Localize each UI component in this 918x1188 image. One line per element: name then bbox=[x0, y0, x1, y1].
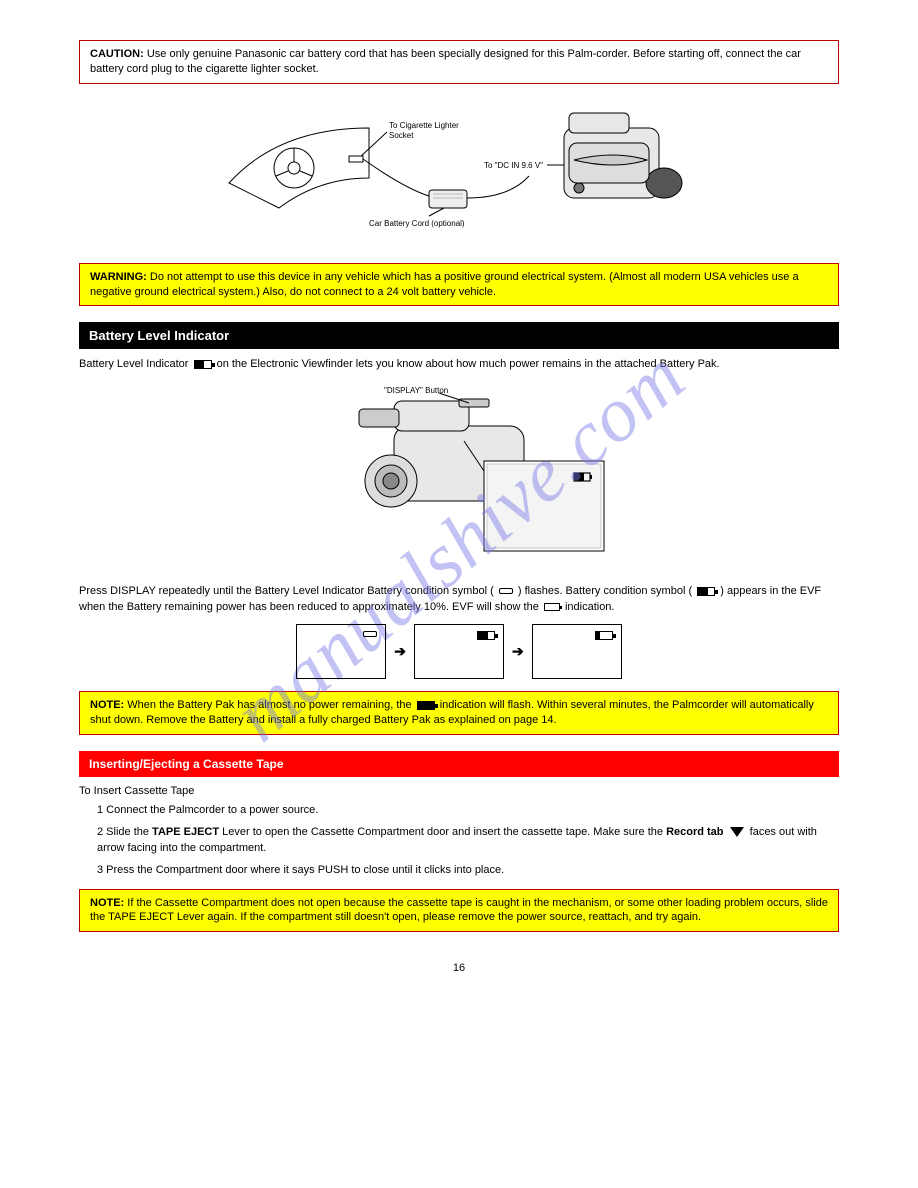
fig1-dcin-label: To "DC IN 9.6 V" bbox=[484, 161, 543, 170]
cassette-insert-head: To Insert Cassette Tape bbox=[79, 785, 839, 797]
press-display-text: Press DISPLAY repeatedly until the Batte… bbox=[79, 584, 839, 616]
seq-arrow-2: ➔ bbox=[512, 643, 524, 660]
car-caution-text: Use only genuine Panasonic car battery c… bbox=[90, 48, 801, 75]
seq-arrow-1: ➔ bbox=[394, 643, 406, 660]
cassette-note-label: NOTE: bbox=[90, 897, 124, 909]
figure-car-cord: To Cigarette Lighter Socket Car Battery … bbox=[79, 98, 839, 253]
battery-intro: Battery Level Indicator on the Electroni… bbox=[79, 357, 839, 373]
fig1-lighter-label: To Cigarette Lighter bbox=[389, 121, 459, 130]
seq-box-2 bbox=[414, 624, 504, 679]
seq-box-3 bbox=[532, 624, 622, 679]
car-warning-label: WARNING: bbox=[90, 271, 147, 283]
battery-icon-note bbox=[417, 701, 435, 710]
section-cassette: Inserting/Ejecting a Cassette Tape bbox=[79, 751, 839, 777]
cassette-step-1: 1 Connect the Palmcorder to a power sour… bbox=[97, 803, 839, 819]
battery-note-label: NOTE: bbox=[90, 699, 124, 711]
battery-note-box: NOTE: When the Battery Pak has almost no… bbox=[79, 691, 839, 735]
car-caution-box: CAUTION: Use only genuine Panasonic car … bbox=[79, 40, 839, 84]
car-warning-text: Do not attempt to use this device in any… bbox=[90, 271, 799, 298]
empty-battery-icon bbox=[544, 603, 560, 611]
figure-camcorder-display: "DISPLAY" Button bbox=[79, 381, 839, 576]
car-caution-label: CAUTION: bbox=[90, 48, 144, 60]
svg-text:Socket: Socket bbox=[389, 131, 414, 140]
arrow-down-icon bbox=[730, 827, 744, 837]
battery-icon bbox=[194, 360, 212, 369]
cassette-step-2: 2 Slide the TAPE EJECT Lever to open the… bbox=[97, 825, 839, 857]
cassette-step-3: 3 Press the Compartment door where it sa… bbox=[97, 863, 839, 879]
car-warning-box: WARNING: Do not attempt to use this devi… bbox=[79, 263, 839, 307]
fig2-display-label: "DISPLAY" Button bbox=[384, 386, 448, 395]
battery-note-text-a: When the Battery Pak has almost no power… bbox=[127, 699, 414, 711]
seq-box-1 bbox=[296, 624, 386, 679]
cassette-note-text: If the Cassette Compartment does not ope… bbox=[90, 897, 828, 924]
fig1-cord-label: Car Battery Cord (optional) bbox=[369, 219, 465, 228]
cassette-note-box: NOTE: If the Cassette Compartment does n… bbox=[79, 889, 839, 933]
page-number: 16 bbox=[79, 962, 839, 974]
battery-sequence: ➔ ➔ bbox=[79, 624, 839, 679]
dash-icon bbox=[499, 588, 513, 594]
section-battery-level: Battery Level Indicator bbox=[79, 322, 839, 349]
battery-icon-2 bbox=[697, 587, 715, 596]
